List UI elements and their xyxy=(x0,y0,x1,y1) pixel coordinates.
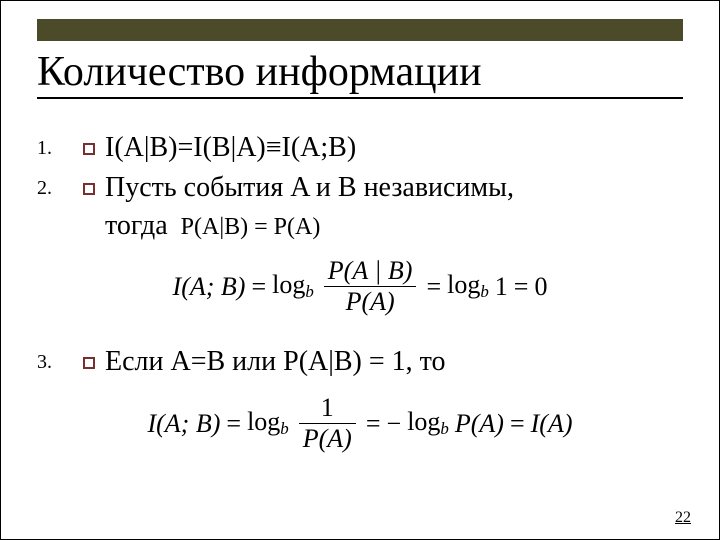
math-log: log xyxy=(247,407,280,436)
math-equals: = xyxy=(510,411,525,437)
math-equals: = xyxy=(226,411,241,437)
item-text: Пусть события A и B независимы, тогда P(… xyxy=(105,169,683,245)
math-equals: = xyxy=(251,274,266,300)
title-underline xyxy=(37,97,683,99)
item-number: 2. xyxy=(37,169,83,200)
math-equals: = xyxy=(514,274,529,300)
square-bullet-icon xyxy=(83,183,95,195)
math-pa: P(A) xyxy=(455,411,504,437)
math-ia: I(A) xyxy=(531,411,573,437)
list-item: 3. Если A=B или P(A|B) = 1, то xyxy=(37,343,683,381)
square-bullet-icon xyxy=(83,357,95,369)
math-one: 1 xyxy=(495,274,508,300)
square-bullet-icon xyxy=(83,143,95,155)
item-text-line: Пусть события A и B независимы, xyxy=(105,172,514,203)
item-number: 1. xyxy=(37,129,83,160)
math-fraction: P(A | B) P(A) xyxy=(324,258,417,315)
formula-block: I(A; B) = logb P(A | B) P(A) = logb 1 = … xyxy=(37,258,683,315)
item-text: Если A=B или P(A|B) = 1, то xyxy=(105,343,683,381)
math-lhs: I(A; B) xyxy=(173,274,246,300)
math-log-sub: b xyxy=(305,282,313,301)
item-text-formula: P(A|B) = P(A) xyxy=(181,214,321,240)
math-log: log xyxy=(447,270,480,299)
list-item: 1. I(A|B)=I(B|A)≡I(A;B) xyxy=(37,129,683,167)
math-log: log xyxy=(272,270,305,299)
math-equals: = xyxy=(366,411,381,437)
math-frac-num: P(A | B) xyxy=(324,258,417,287)
title-block: Количество информации xyxy=(37,49,683,99)
math-lhs: I(A; B) xyxy=(147,411,220,437)
item-text: I(A|B)=I(B|A)≡I(A;B) xyxy=(105,129,683,167)
math-frac-num: 1 xyxy=(299,395,356,424)
math-frac-den: P(A) xyxy=(324,287,417,315)
math-log-sub: b xyxy=(480,282,488,301)
math-log-sub: b xyxy=(280,419,288,438)
formula-block: I(A; B) = logb 1 P(A) = − logb P(A) = I(… xyxy=(37,395,683,452)
math-equals: = xyxy=(426,274,441,300)
math-log: log xyxy=(407,407,440,436)
item-number: 3. xyxy=(37,343,83,374)
header-decorative-bar xyxy=(37,19,683,41)
list-item: 2. Пусть события A и B независимы, тогда… xyxy=(37,169,683,245)
page-title: Количество информации xyxy=(37,49,683,95)
math-log-sub: b xyxy=(440,419,448,438)
slide: Количество информации 1. I(A|B)=I(B|A)≡I… xyxy=(0,0,720,540)
math-frac-den: P(A) xyxy=(299,424,356,452)
math-fraction: 1 P(A) xyxy=(299,395,356,452)
item-text-line: тогда xyxy=(105,210,168,241)
math-minus: − xyxy=(387,411,402,437)
body-content: 1. I(A|B)=I(B|A)≡I(A;B) 2. Пусть события… xyxy=(37,129,683,474)
math-zero: 0 xyxy=(534,274,547,300)
page-number: 22 xyxy=(675,509,691,527)
